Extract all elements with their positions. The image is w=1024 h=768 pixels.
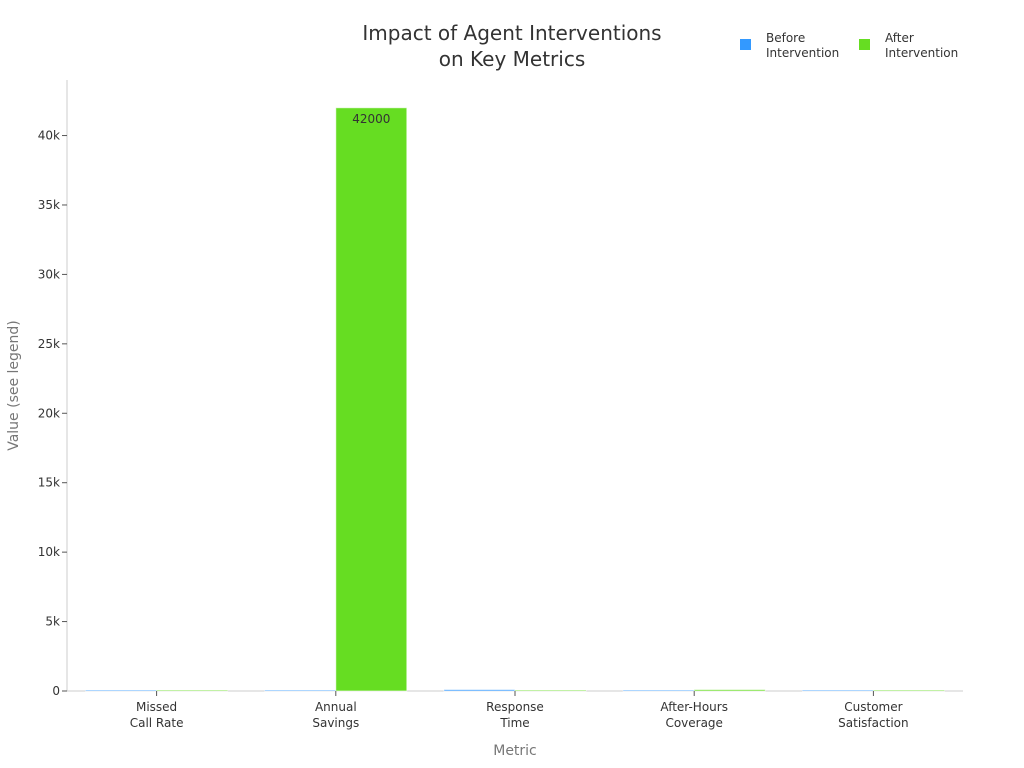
x-tick-label: Customer xyxy=(844,700,902,714)
x-tick-label: After-Hours xyxy=(660,700,728,714)
y-axis-title: Value (see legend) xyxy=(6,320,22,451)
chart-title-line: on Key Metrics xyxy=(439,47,585,71)
y-tick-label: 40k xyxy=(38,129,60,143)
y-tick-label: 15k xyxy=(38,476,60,490)
x-axis-title: Metric xyxy=(493,743,537,759)
bar-before xyxy=(622,689,695,692)
y-tick-label: 25k xyxy=(38,337,60,351)
x-tick-label: Call Rate xyxy=(130,716,184,730)
bar-after xyxy=(335,107,408,692)
x-tick-label: Response xyxy=(486,700,544,714)
legend-label: Before xyxy=(766,31,805,45)
x-tick-label: Coverage xyxy=(665,716,723,730)
y-tick-label: 10k xyxy=(38,545,60,559)
y-tick-label: 35k xyxy=(38,198,60,212)
legend-label: After xyxy=(885,31,914,45)
x-tick-label: Time xyxy=(499,716,529,730)
bar-before xyxy=(264,689,337,692)
legend-swatch-after xyxy=(859,39,870,50)
chart-title-line: Impact of Agent Interventions xyxy=(362,21,661,45)
x-tick-label: Satisfaction xyxy=(838,716,908,730)
bar-before xyxy=(85,689,158,692)
bar-after xyxy=(872,689,945,692)
bar-data-label: 42000 xyxy=(352,112,390,126)
legend-swatch-before xyxy=(740,39,751,50)
x-tick-label: Savings xyxy=(312,716,359,730)
y-tick-label: 30k xyxy=(38,267,60,281)
x-tick-label: Missed xyxy=(136,700,177,714)
bar-before xyxy=(801,689,874,692)
y-tick-label: 20k xyxy=(38,406,60,420)
x-tick-label: Annual xyxy=(315,700,357,714)
bar-before xyxy=(443,689,516,692)
legend-label: Intervention xyxy=(766,46,839,60)
bar-after xyxy=(156,689,229,692)
y-tick-label: 0 xyxy=(52,684,60,698)
bar-after xyxy=(693,689,766,692)
bar-after xyxy=(514,689,587,692)
y-tick-label: 5k xyxy=(45,615,60,629)
legend-label: Intervention xyxy=(885,46,958,60)
